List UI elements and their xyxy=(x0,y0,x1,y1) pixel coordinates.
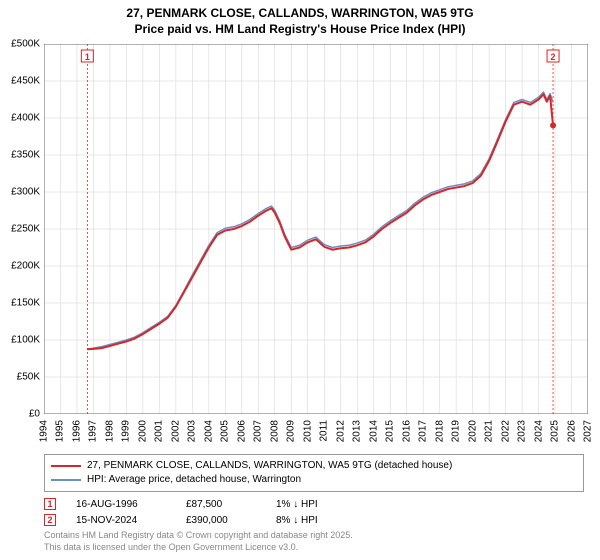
svg-text:2: 2 xyxy=(551,52,556,62)
x-axis-labels: 1994199519961997199819992000200120022003… xyxy=(44,418,588,458)
xtick-label: 2023 xyxy=(517,420,528,442)
data-row: 2 15-NOV-2024 £390,000 8% ↓ HPI xyxy=(44,512,356,528)
ytick-label: £400K xyxy=(0,113,40,124)
legend-item: HPI: Average price, detached house, Warr… xyxy=(51,473,577,487)
legend-label: 27, PENMARK CLOSE, CALLANDS, WARRINGTON,… xyxy=(87,459,452,473)
xtick-label: 2001 xyxy=(154,420,165,442)
ytick-label: £300K xyxy=(0,187,40,198)
legend-item: 27, PENMARK CLOSE, CALLANDS, WARRINGTON,… xyxy=(51,459,577,473)
xtick-label: 2007 xyxy=(253,420,264,442)
xtick-label: 2009 xyxy=(286,420,297,442)
attribution-line2: This data is licensed under the Open Gov… xyxy=(44,542,353,554)
data-row: 1 16-AUG-1996 £87,500 1% ↓ HPI xyxy=(44,496,356,512)
xtick-label: 2017 xyxy=(418,420,429,442)
xtick-label: 2010 xyxy=(302,420,313,442)
ytick-label: £0 xyxy=(0,409,40,420)
xtick-label: 1996 xyxy=(71,420,82,442)
xtick-label: 2027 xyxy=(583,420,594,442)
xtick-label: 2012 xyxy=(335,420,346,442)
xtick-label: 2024 xyxy=(533,420,544,442)
legend-swatch xyxy=(51,479,81,481)
xtick-label: 2008 xyxy=(269,420,280,442)
xtick-label: 1995 xyxy=(55,420,66,442)
svg-text:1: 1 xyxy=(85,52,90,62)
ytick-label: £100K xyxy=(0,335,40,346)
xtick-label: 1998 xyxy=(104,420,115,442)
legend: 27, PENMARK CLOSE, CALLANDS, WARRINGTON,… xyxy=(44,454,584,492)
xtick-label: 2000 xyxy=(137,420,148,442)
xtick-label: 2015 xyxy=(385,420,396,442)
ytick-label: £250K xyxy=(0,224,40,235)
xtick-label: 2025 xyxy=(550,420,561,442)
xtick-label: 1994 xyxy=(39,420,50,442)
ytick-label: £200K xyxy=(0,261,40,272)
xtick-label: 2005 xyxy=(220,420,231,442)
xtick-label: 2013 xyxy=(352,420,363,442)
xtick-label: 2016 xyxy=(401,420,412,442)
marker-number-box: 2 xyxy=(44,514,56,526)
xtick-label: 2004 xyxy=(203,420,214,442)
legend-label: HPI: Average price, detached house, Warr… xyxy=(87,473,301,487)
xtick-label: 1997 xyxy=(88,420,99,442)
data-row-change: 1% ↓ HPI xyxy=(276,499,356,510)
title-subtitle: Price paid vs. HM Land Registry's House … xyxy=(0,22,600,38)
data-row-date: 15-NOV-2024 xyxy=(76,515,166,526)
xtick-label: 2021 xyxy=(484,420,495,442)
xtick-label: 2006 xyxy=(236,420,247,442)
data-point-table: 1 16-AUG-1996 £87,500 1% ↓ HPI 2 15-NOV-2024 £… xyxy=(44,496,356,528)
ytick-label: £350K xyxy=(0,150,40,161)
xtick-label: 2022 xyxy=(500,420,511,442)
data-row-price: £390,000 xyxy=(186,515,256,526)
data-row-change: 8% ↓ HPI xyxy=(276,515,356,526)
data-row-date: 16-AUG-1996 xyxy=(76,499,166,510)
ytick-label: £150K xyxy=(0,298,40,309)
xtick-label: 2011 xyxy=(319,420,330,442)
ytick-label: £450K xyxy=(0,76,40,87)
attribution: Contains HM Land Registry data © Crown c… xyxy=(44,530,353,553)
ytick-label: £50K xyxy=(0,372,40,383)
attribution-line1: Contains HM Land Registry data © Crown c… xyxy=(44,530,353,542)
ytick-label: £500K xyxy=(0,39,40,50)
title-address: 27, PENMARK CLOSE, CALLANDS, WARRINGTON,… xyxy=(0,6,600,22)
xtick-label: 2018 xyxy=(434,420,445,442)
marker-number-box: 1 xyxy=(44,498,56,510)
xtick-label: 2019 xyxy=(451,420,462,442)
chart-svg: 12 xyxy=(44,44,588,414)
xtick-label: 2020 xyxy=(467,420,478,442)
xtick-label: 1999 xyxy=(121,420,132,442)
chart-plot-area: 12 xyxy=(44,44,588,414)
data-row-price: £87,500 xyxy=(186,499,256,510)
chart-container: 27, PENMARK CLOSE, CALLANDS, WARRINGTON,… xyxy=(0,0,600,560)
xtick-label: 2002 xyxy=(170,420,181,442)
xtick-label: 2003 xyxy=(187,420,198,442)
legend-swatch xyxy=(51,465,81,467)
xtick-label: 2014 xyxy=(368,420,379,442)
xtick-label: 2026 xyxy=(566,420,577,442)
y-axis-labels: £0£50K£100K£150K£200K£250K£300K£350K£400… xyxy=(0,44,40,414)
title-block: 27, PENMARK CLOSE, CALLANDS, WARRINGTON,… xyxy=(0,0,600,37)
